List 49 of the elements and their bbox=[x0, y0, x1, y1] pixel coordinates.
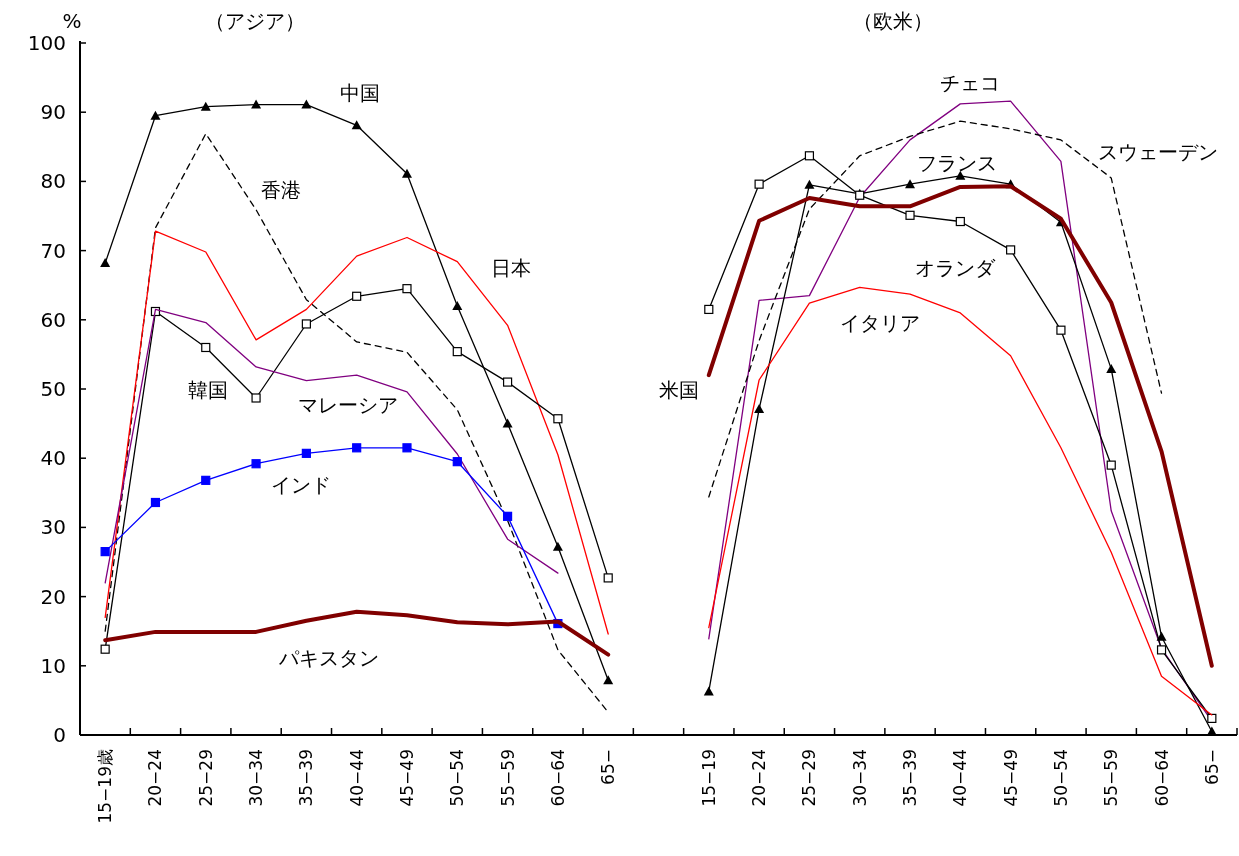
x-tick-label: 50−54 bbox=[447, 749, 468, 807]
series-label: 日本 bbox=[490, 255, 531, 280]
series-label: フランス bbox=[916, 150, 997, 175]
series-label: インド bbox=[271, 473, 332, 498]
y-tick-label: 10 bbox=[40, 653, 66, 678]
x-tick-label: 45−49 bbox=[1000, 749, 1021, 807]
x-tick-label: 20−24 bbox=[749, 749, 770, 807]
x-tick-label: 35−39 bbox=[900, 749, 921, 807]
x-tick-label: 65− bbox=[1201, 749, 1222, 785]
x-tick-label: 50−54 bbox=[1050, 749, 1071, 807]
x-tick-label: 55−59 bbox=[497, 749, 518, 807]
text: （欧米） bbox=[853, 9, 933, 33]
series-label: 香港 bbox=[261, 177, 302, 202]
x-tick-label: 35−39 bbox=[296, 749, 317, 807]
y-axis-title: % bbox=[62, 9, 82, 33]
y-tick-label: 100 bbox=[27, 31, 66, 55]
x-tick-label: 55−59 bbox=[1101, 749, 1122, 807]
x-tick-label: 65− bbox=[598, 749, 619, 785]
series-label: チェコ bbox=[940, 71, 1001, 96]
series-label: 米国 bbox=[658, 377, 699, 402]
series-label: マレーシア bbox=[298, 392, 399, 417]
y-tick-label: 60 bbox=[40, 307, 66, 332]
series-label: パキスタン bbox=[277, 646, 379, 671]
x-tick-label: 15−19歳 bbox=[95, 749, 116, 824]
y-tick-label: 0 bbox=[53, 723, 66, 747]
series-label: オランダ bbox=[915, 255, 997, 280]
x-tick-label: 60−64 bbox=[1151, 749, 1172, 807]
y-tick-label: 90 bbox=[40, 100, 66, 125]
x-tick-label: 15−19 bbox=[698, 749, 719, 807]
y-tick-label: 80 bbox=[40, 169, 66, 194]
y-tick-label: 20 bbox=[40, 584, 66, 609]
y-tick-label: 70 bbox=[40, 238, 66, 263]
x-tick-label: 30−34 bbox=[849, 749, 870, 807]
x-tick-label: 40−44 bbox=[950, 749, 971, 807]
x-tick-label: 20−24 bbox=[145, 749, 166, 807]
x-tick-label: 60−64 bbox=[547, 749, 568, 807]
series-label: イタリア bbox=[839, 311, 920, 336]
x-tick-label: 45−49 bbox=[396, 749, 417, 807]
y-tick-label: 40 bbox=[40, 446, 66, 471]
x-tick-label: 25−29 bbox=[195, 749, 216, 807]
series-label: 中国 bbox=[340, 80, 381, 105]
y-tick-label: 30 bbox=[40, 515, 66, 540]
text: （アジア） bbox=[205, 9, 305, 33]
x-tick-label: 25−29 bbox=[799, 749, 820, 807]
series-label: 韓国 bbox=[188, 377, 229, 402]
y-tick-label: 50 bbox=[40, 377, 66, 401]
x-tick-label: 40−44 bbox=[346, 749, 367, 807]
x-tick-label: 30−34 bbox=[246, 749, 267, 807]
series-label: スウェーデン bbox=[1098, 140, 1219, 165]
